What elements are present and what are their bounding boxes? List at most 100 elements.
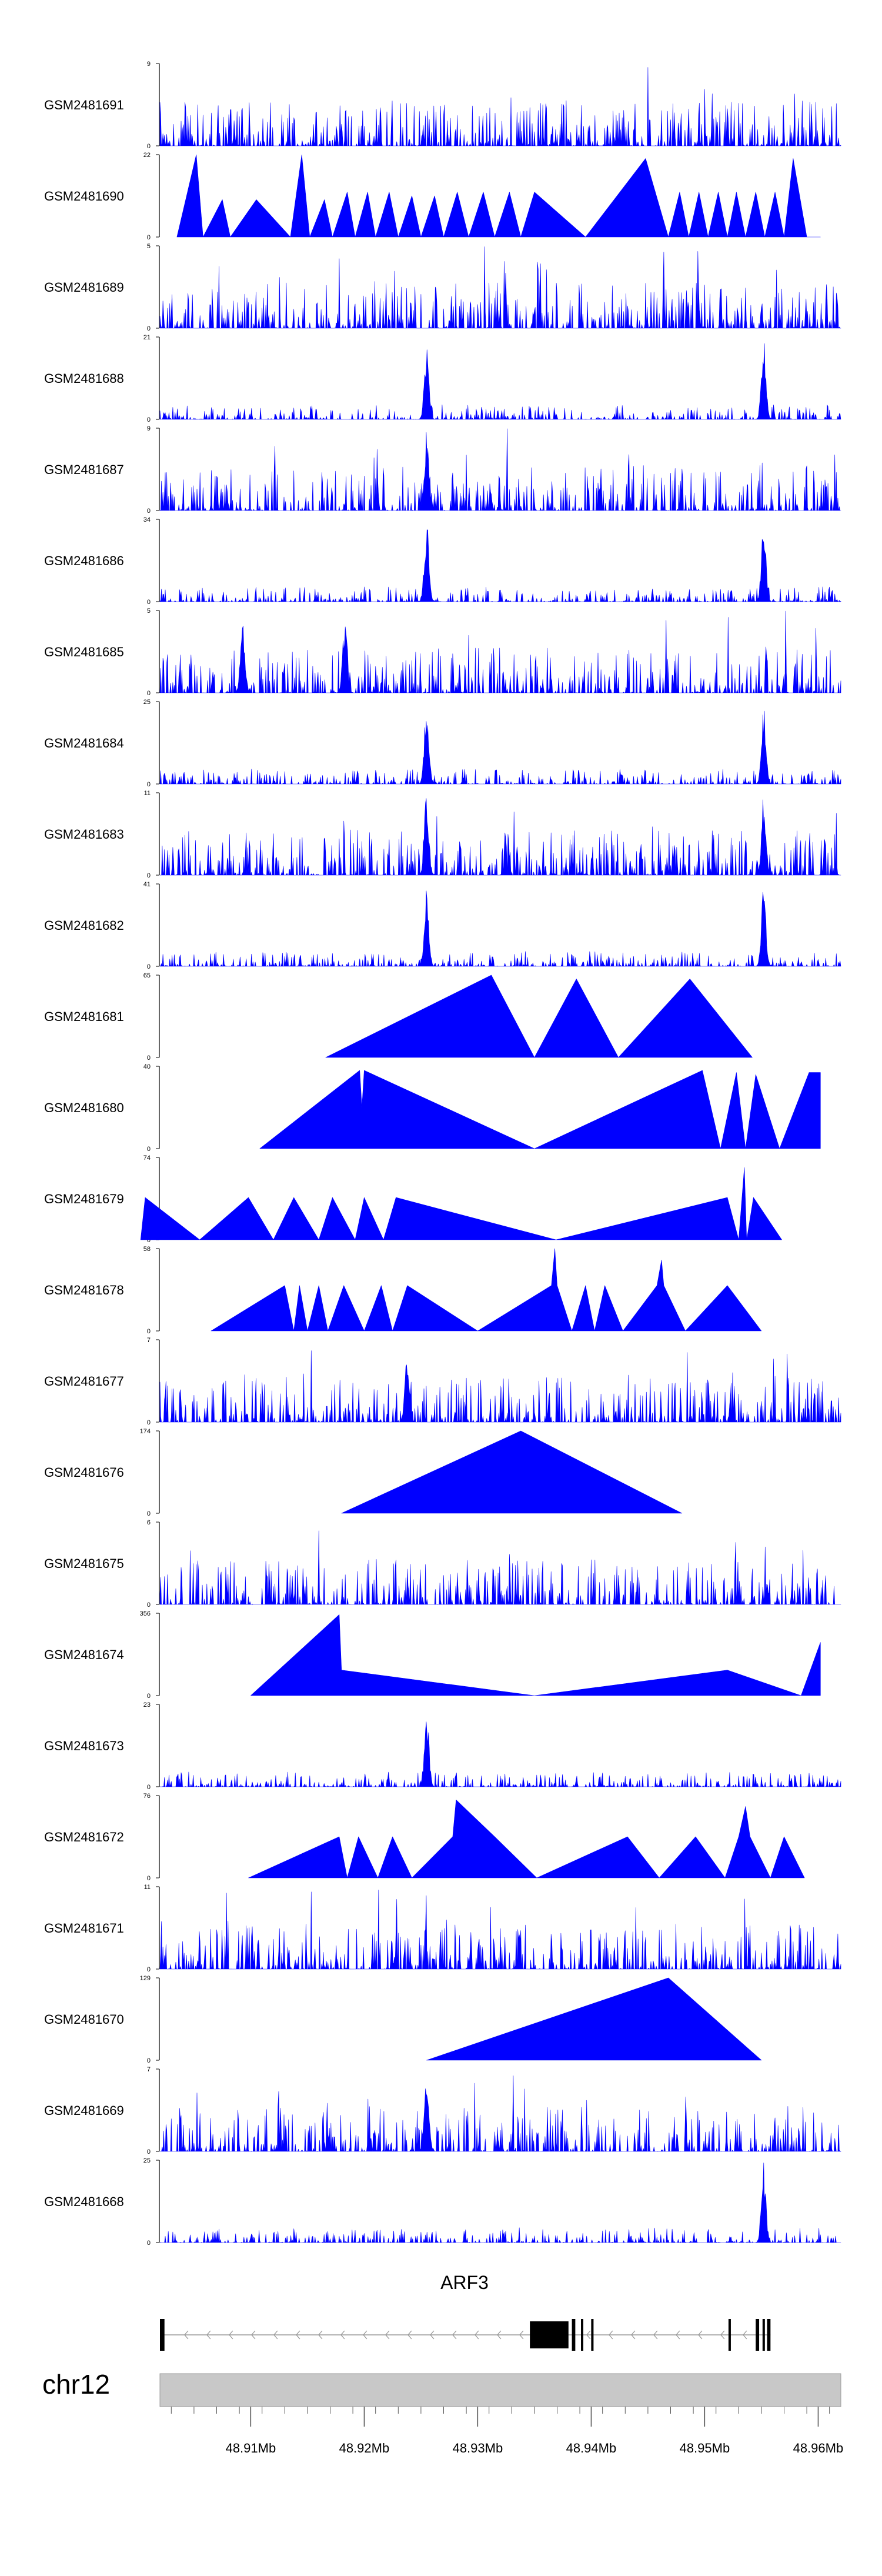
exon-1	[160, 2319, 165, 2351]
tick-label: 48.92Mb	[339, 2441, 390, 2455]
coverage-area	[159, 1890, 841, 1970]
track-label: GSM2481683	[44, 827, 124, 842]
track-label: GSM2481689	[44, 280, 124, 295]
y-zero-label: 0	[147, 1237, 151, 1244]
tick-label: 48.94Mb	[566, 2441, 617, 2455]
coverage-area	[325, 975, 753, 1058]
strand-arrow	[609, 2330, 613, 2340]
coverage-area	[159, 343, 841, 420]
chromosome-label: chr12	[42, 2369, 110, 2400]
y-zero-label: 0	[147, 1966, 151, 1973]
coverage-area	[159, 1350, 841, 1423]
y-max-label: 58	[143, 1246, 151, 1253]
exon-8	[762, 2319, 765, 2351]
track-GSM2481681: GSM2481681 65 0	[44, 972, 753, 1062]
coverage-area	[176, 154, 821, 238]
coverage-area	[159, 428, 841, 511]
y-max-label: 21	[143, 334, 151, 341]
track-GSM2481680: GSM2481680 40 0	[44, 1063, 821, 1153]
strand-arrow	[430, 2330, 435, 2340]
track-GSM2481677: GSM2481677 7 0	[44, 1337, 841, 1426]
coverage-area	[159, 2076, 841, 2152]
strand-arrow	[452, 2330, 457, 2340]
track-label: GSM2481686	[44, 553, 124, 568]
tick-label: 48.93Mb	[453, 2441, 503, 2455]
track-GSM2481671: GSM2481671 11 0	[44, 1884, 841, 1973]
exon-9	[767, 2319, 771, 2351]
coverage-area	[159, 246, 841, 329]
strand-arrow	[720, 2330, 725, 2340]
y-zero-label: 0	[147, 1784, 151, 1791]
y-zero-label: 0	[147, 2148, 151, 2155]
exon-6	[728, 2319, 731, 2351]
coverage-area	[159, 67, 841, 146]
coverage-area	[248, 1800, 805, 1878]
y-zero-label: 0	[147, 234, 151, 241]
exon-4	[581, 2319, 584, 2351]
track-label: GSM2481673	[44, 1739, 124, 1753]
strand-arrow	[296, 2330, 300, 2340]
y-max-label: 25	[143, 2157, 151, 2164]
strand-arrow	[385, 2330, 390, 2340]
coverage-area	[159, 890, 841, 967]
y-max-label: 25	[143, 699, 151, 706]
track-GSM2481670: GSM2481670 129 0	[44, 1975, 762, 2064]
y-max-label: 356	[140, 1610, 151, 1617]
strand-arrow	[586, 2330, 591, 2340]
track-label: GSM2481679	[44, 1192, 124, 1206]
track-GSM2481690: GSM2481690 22 0	[44, 152, 821, 241]
track-label: GSM2481688	[44, 371, 124, 386]
y-zero-label: 0	[147, 1419, 151, 1426]
strand-arrow	[251, 2330, 256, 2340]
coverage-area	[159, 1530, 841, 1605]
track-label: GSM2481676	[44, 1465, 124, 1480]
coverage-area	[259, 1070, 821, 1149]
coverage-area	[211, 1248, 762, 1332]
y-max-label: 7	[147, 2066, 151, 2073]
exon-3	[572, 2319, 576, 2351]
y-zero-label: 0	[147, 1601, 151, 1609]
exon-7	[756, 2319, 760, 2351]
data-tracks: GSM248169190GSM2481690220GSM248168950GSM…	[44, 61, 841, 2247]
track-label: GSM2481670	[44, 2012, 124, 2027]
strand-arrow	[273, 2330, 278, 2340]
y-zero-label: 0	[147, 1146, 151, 1153]
y-max-label: 5	[147, 243, 151, 250]
tick-label: 48.95Mb	[680, 2441, 730, 2455]
track-label: GSM2481687	[44, 462, 124, 477]
track-GSM2481674: GSM2481674 356 0	[44, 1610, 821, 1700]
strand-arrow	[497, 2330, 502, 2340]
coverage-area	[159, 610, 841, 693]
track-label: GSM2481674	[44, 1647, 124, 1662]
y-max-label: 5	[147, 608, 151, 615]
y-max-label: 40	[143, 1063, 151, 1070]
y-zero-label: 0	[147, 1693, 151, 1700]
strand-arrow	[318, 2330, 323, 2340]
track-GSM2481684: GSM2481684 25 0	[44, 699, 841, 788]
track-GSM2481678: GSM2481678 58 0	[44, 1246, 762, 1335]
genome-axis: 48.91Mb 48.92Mb 48.93Mb 48.94Mb 48.95Mb 48.96…	[171, 2407, 843, 2455]
coverage-area	[426, 1977, 762, 2061]
coverage-area	[159, 710, 841, 785]
strand-arrow	[676, 2330, 680, 2340]
y-zero-label: 0	[147, 781, 151, 788]
y-zero-label: 0	[147, 963, 151, 970]
track-GSM2481672: GSM2481672 76 0	[44, 1793, 805, 1882]
y-zero-label: 0	[147, 872, 151, 879]
y-max-label: 23	[143, 1701, 151, 1709]
track-GSM2481669: GSM2481669 7 0	[44, 2066, 841, 2155]
y-zero-label: 0	[147, 325, 151, 332]
y-zero-label: 0	[147, 2240, 151, 2247]
chromosome-ideogram	[159, 2373, 841, 2407]
y-zero-label: 0	[147, 1055, 151, 1062]
y-zero-label: 0	[147, 1875, 151, 1882]
track-label: GSM2481677	[44, 1374, 124, 1389]
coverage-area	[159, 798, 841, 876]
track-label: GSM2481680	[44, 1100, 124, 1115]
strand-arrow	[184, 2330, 189, 2340]
strand-arrow	[229, 2330, 233, 2340]
exon-2	[530, 2321, 569, 2348]
track-label: GSM2481684	[44, 736, 124, 750]
y-max-label: 11	[144, 1884, 151, 1891]
